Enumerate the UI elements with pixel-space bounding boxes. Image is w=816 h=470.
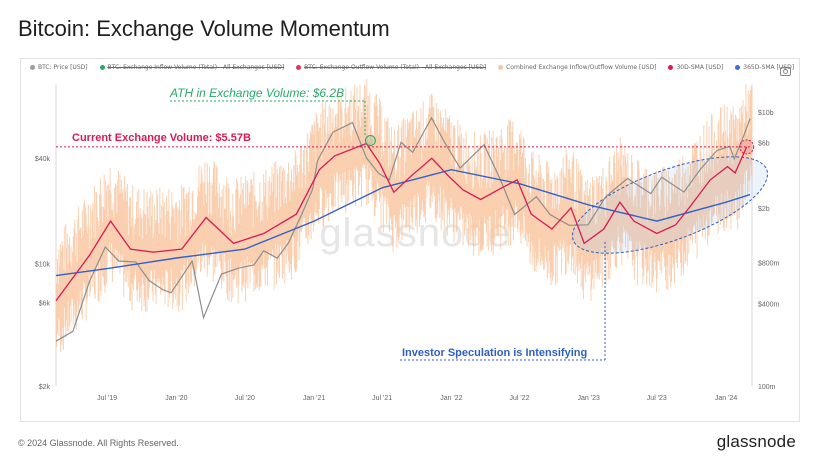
current-volume-label: Current Exchange Volume: $5.57B [72,132,251,144]
legend-dot [296,65,302,70]
x-tick: Jul '19 [97,395,117,402]
speculation-label: Investor Speculation is Intensifying [402,347,587,359]
y-tick-right: $10b [758,110,774,117]
legend-dot [668,65,674,70]
sma30-line [55,142,748,302]
x-tick: Jul '20 [235,395,255,402]
chart-legend: BTC: Price [USD] BTC: Exchange Inflow Vo… [30,64,804,78]
price-line [55,116,751,342]
y-tick-right: 100m [758,384,776,391]
x-tick: Jan '21 [303,395,325,402]
legend-label: BTC: Exchange Inflow Volume (Total) - Al… [107,64,285,71]
legend-dot [30,65,35,70]
copyright-footer: © 2024 Glassnode. All Rights Reserved. [18,438,179,448]
legend-label: 365D-SMA [USD] [743,64,795,71]
ath-marker [364,135,376,147]
x-tick: Jan '24 [715,395,737,402]
legend-label: BTC: Exchange Outflow Volume (Total) - A… [304,64,487,71]
y-tick-right: $6b [758,140,770,147]
camera-icon[interactable] [780,67,791,76]
legend-dot [735,65,741,70]
legend-item-outflow[interactable]: BTC: Exchange Outflow Volume (Total) - A… [296,64,486,71]
page-title: Bitcoin: Exchange Volume Momentum [18,16,390,41]
x-tick: Jan '23 [578,395,600,402]
legend-item-inflow[interactable]: BTC: Exchange Inflow Volume (Total) - Al… [99,64,285,71]
y-tick-right: $2b [758,206,770,213]
legend-label: 30D-SMA [USD] [676,64,724,71]
legend-item-sma30[interactable]: 30D-SMA [USD] [668,64,723,71]
y-tick-left: $10k [35,261,51,268]
x-tick: Jul '22 [509,395,529,402]
y-tick-left: $6k [39,300,51,307]
current-volume-marker [739,139,755,155]
legend-item-price[interactable]: BTC: Price [USD] [30,64,88,71]
sma365-line [55,168,751,277]
x-tick: Jan '20 [165,395,187,402]
x-tick: Jul '23 [647,395,667,402]
legend-item-combined[interactable]: Combined Exchange Inflow/Outflow Volume … [498,64,657,71]
legend-dot [99,65,105,70]
legend-item-sma365[interactable]: 365D-SMA [USD] [735,64,794,71]
y-tick-left: $2k [39,384,51,391]
speculation-ellipse [571,156,769,254]
ath-label: ATH in Exchange Volume: $6.2B [169,86,344,100]
legend-label: BTC: Price [USD] [38,64,88,71]
y-tick-right: $800m [758,260,780,267]
x-tick: Jan '22 [440,395,462,402]
glassnode-logo: glassnode [716,432,796,451]
legend-label: Combined Exchange Inflow/Outflow Volume … [506,64,657,71]
y-tick-right: $400m [758,302,780,309]
x-tick: Jul '21 [372,395,392,402]
legend-dot [498,65,504,70]
y-tick-left: $40k [35,156,51,163]
